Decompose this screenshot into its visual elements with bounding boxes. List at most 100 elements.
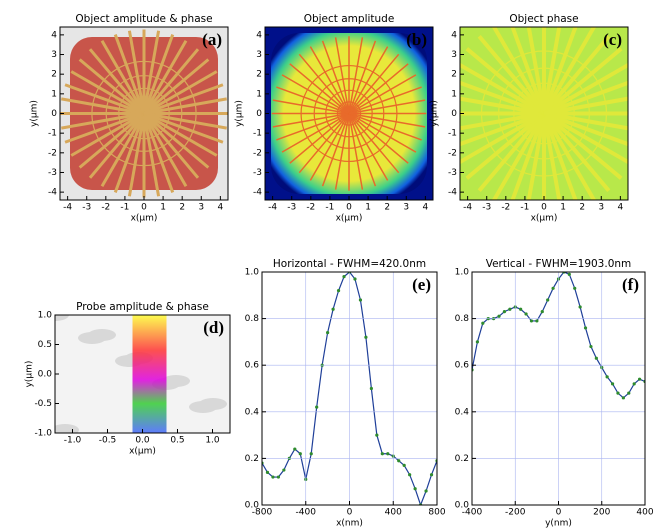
y-tick-label: 0.8 [455, 314, 470, 324]
plot-area [60, 27, 228, 200]
point [424, 489, 428, 493]
spoke [348, 113, 364, 190]
panel-label: (e) [412, 275, 431, 294]
point [573, 286, 577, 290]
x-tick-label: -0.5 [99, 436, 117, 446]
spoke [348, 53, 400, 114]
point [632, 382, 636, 386]
spoke [526, 27, 546, 114]
spoke [542, 112, 611, 193]
point [342, 275, 346, 279]
spoke [100, 112, 146, 187]
x-tick-label: -4 [463, 203, 472, 213]
x-axis-label: x(µm) [131, 214, 158, 224]
point [475, 340, 480, 344]
x-tick-label: -1.0 [64, 436, 82, 446]
spoke [460, 62, 546, 116]
point [621, 396, 625, 400]
spoke [289, 63, 350, 115]
spoke [348, 112, 417, 153]
spoke [321, 40, 350, 114]
spoke [298, 113, 350, 174]
y-axis-label: y(µm) [430, 100, 440, 127]
spoke [309, 46, 350, 114]
point [326, 330, 330, 335]
x-axis-label: y(nm) [545, 519, 572, 529]
point [309, 452, 313, 456]
point [616, 391, 620, 395]
speckle [162, 375, 190, 387]
point [583, 326, 588, 330]
x-axis-label: x(µm) [129, 447, 156, 457]
spoke [281, 112, 350, 153]
point [380, 452, 384, 456]
spoke [143, 112, 227, 130]
x-tick-label: -400 [296, 508, 317, 518]
point [637, 377, 642, 381]
spoke [142, 40, 188, 115]
x-tick-label: 200 [593, 508, 610, 518]
frame [471, 271, 646, 506]
x-tick-label: -3 [287, 203, 296, 213]
spoke [348, 112, 426, 128]
spoke [348, 113, 377, 187]
speckle [88, 329, 116, 341]
y-tick-label: 0.0 [38, 370, 53, 380]
panel-label: (a) [202, 30, 222, 49]
spoke [113, 112, 146, 193]
y-tick-label: -3 [253, 168, 262, 178]
spoke [460, 96, 545, 116]
y-tick-label: 0.0 [455, 501, 470, 511]
x-tick-label: 1 [365, 203, 371, 213]
y-tick-label: 2 [51, 70, 57, 80]
ring [91, 60, 197, 167]
point [408, 473, 412, 477]
y-tick-label: 1 [51, 89, 57, 99]
ring [498, 67, 590, 160]
x-tick-label: 0.5 [170, 436, 184, 446]
point [519, 307, 523, 311]
spoke [348, 46, 389, 114]
y-tick-label: 1.0 [245, 268, 260, 278]
spoke [142, 112, 188, 187]
x-tick-label: 3 [198, 203, 204, 213]
speckle [199, 398, 227, 410]
spoke [465, 47, 546, 116]
chart-title: Object amplitude & phase [75, 13, 212, 25]
panel-label: (b) [406, 30, 427, 49]
spoke [477, 112, 546, 193]
spoke [142, 113, 161, 197]
point [594, 356, 598, 360]
spoke [542, 111, 623, 180]
ring [105, 75, 183, 152]
spoke [276, 86, 350, 115]
ring [513, 82, 575, 145]
spoke [460, 111, 545, 147]
chart-title: Probe amplitude & phase [76, 301, 209, 313]
y-tick-label: 0.4 [455, 407, 470, 417]
spoke [143, 83, 224, 115]
x-tick-label: 800 [428, 508, 445, 518]
spoke [61, 112, 145, 130]
spoke [542, 27, 562, 114]
x-tick-label: -2 [101, 203, 110, 213]
point [397, 459, 401, 463]
y-tick-label: 1.0 [455, 268, 470, 278]
point [627, 391, 631, 395]
point [413, 487, 417, 491]
y-tick-label: 0 [51, 109, 57, 119]
point [276, 475, 281, 479]
frame [54, 314, 231, 434]
spoke [142, 34, 175, 115]
y-tick-label: 0 [256, 109, 262, 119]
y-tick-label: 0.4 [245, 407, 260, 417]
spoke [321, 113, 350, 187]
point [578, 305, 582, 309]
spoke [542, 27, 578, 115]
x-tick-label: -800 [252, 508, 273, 518]
spoke [460, 111, 546, 165]
spoke [127, 30, 146, 114]
spoke [542, 111, 628, 165]
spoke [542, 112, 597, 200]
x-tick-label: 3 [403, 203, 409, 213]
